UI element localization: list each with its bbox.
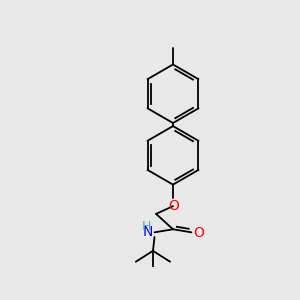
Text: N: N	[142, 225, 153, 239]
Text: H: H	[142, 220, 152, 233]
Text: O: O	[193, 226, 204, 240]
Text: O: O	[168, 199, 179, 213]
